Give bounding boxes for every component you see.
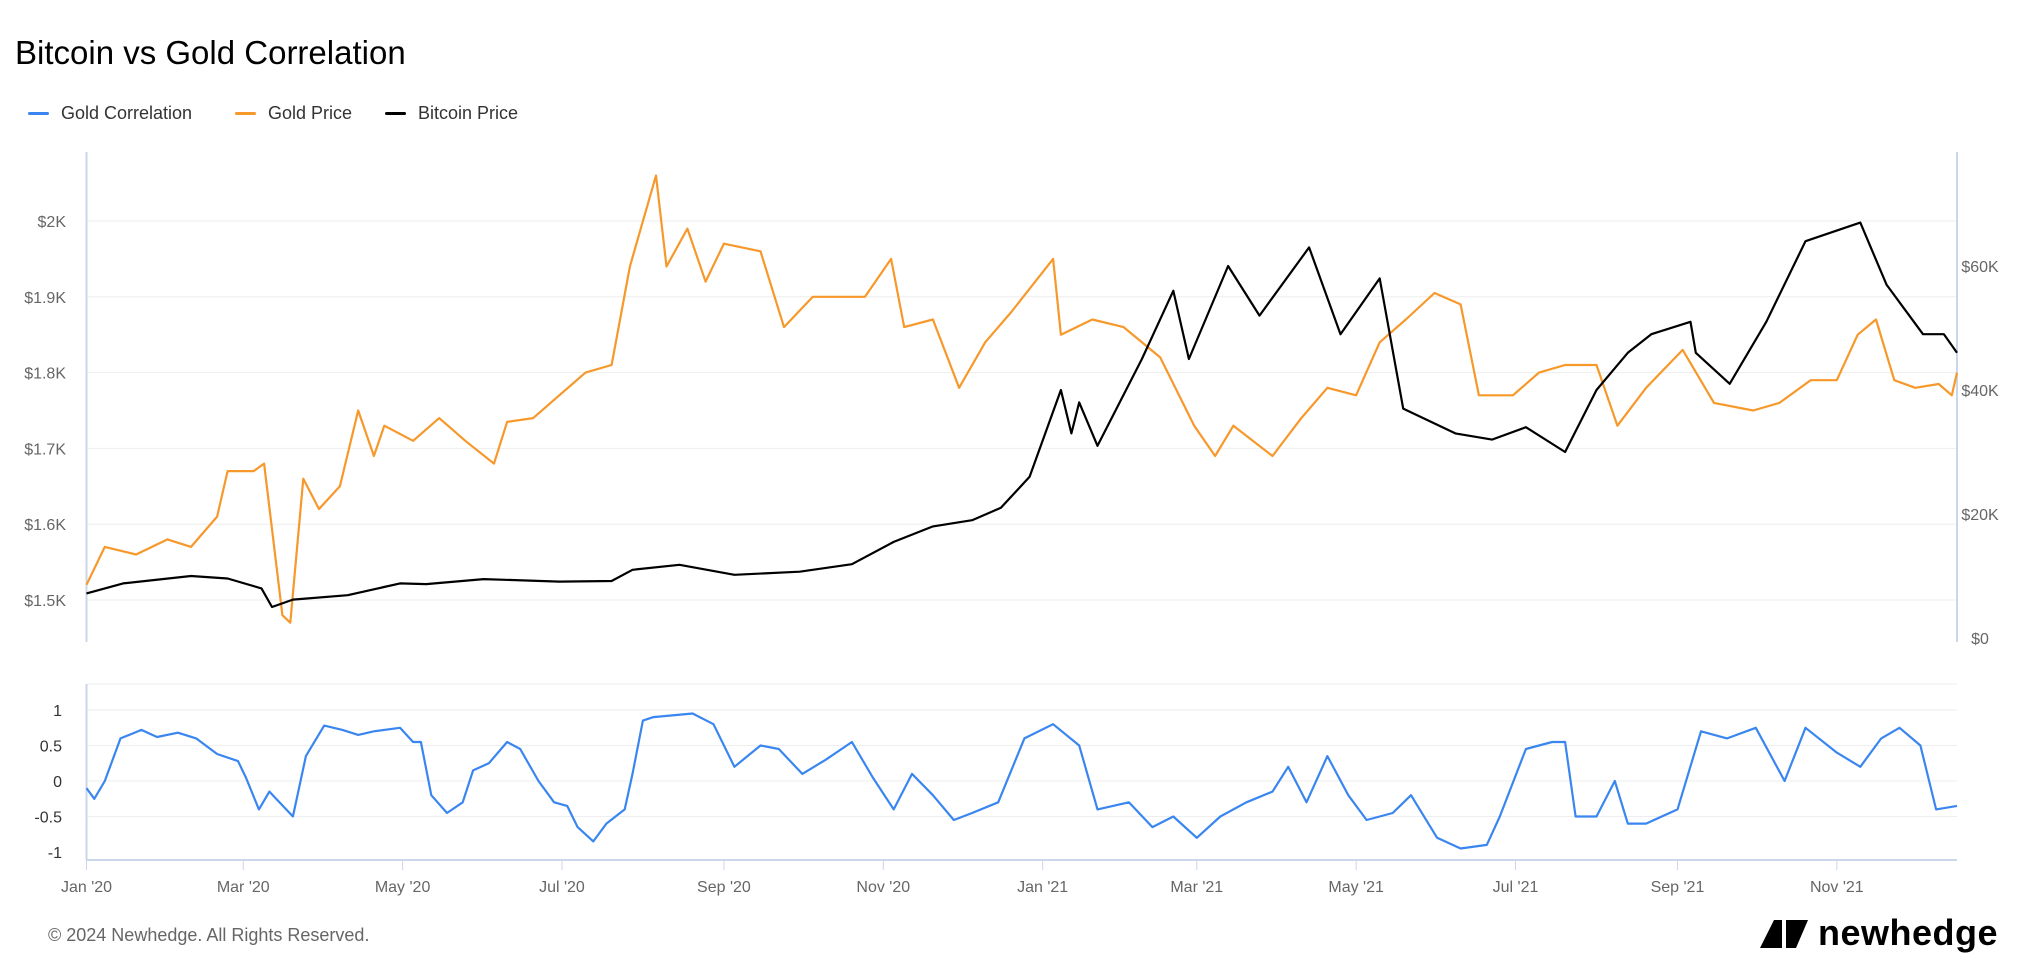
x-axis-tick-label: Nov '20 [856,879,910,896]
corr-axis-tick-label: 1 [53,703,62,720]
x-axis-tick-label: Jan '21 [1017,879,1068,896]
left-axis-tick-label: $1.9K [24,290,66,307]
x-axis-tick-label: Jul '21 [1493,879,1539,896]
legend-label: Gold Price [268,103,353,123]
newhedge-logo[interactable]: newhedge [1760,912,1998,954]
bitcoin-price-line [86,221,1958,609]
legend-line-icon [385,112,406,115]
corr-axis-tick-label: -0.5 [34,810,62,827]
left-axis-tick-label: $1.7K [24,441,66,458]
x-axis-tick-label: Sep '21 [1651,879,1705,896]
x-axis-tick-label: Mar '20 [217,879,270,896]
gold-correlation-line [85,712,1958,850]
page-title: Bitcoin vs Gold Correlation [15,34,406,71]
x-axis-tick-label: Mar '21 [1170,879,1223,896]
legend-label: Bitcoin Price [418,103,519,123]
legend-item-gold-price[interactable]: Gold Price [235,103,352,124]
legend-line-icon [28,112,49,115]
legend-label: Gold Correlation [61,103,193,123]
right-axis-tick-label: $40K [1961,383,1999,400]
corr-axis-tick-label: -1 [48,845,62,862]
left-axis-tick-label: $1.5K [24,593,66,610]
left-axis-tick-label: $1.6K [24,517,66,534]
corr-axis-tick-label: 0.5 [40,739,62,756]
newhedge-logo-icon [1760,920,1808,948]
legend-item-gold-correlation[interactable]: Gold Correlation [28,103,192,124]
x-axis-tick-label: Sep '20 [697,879,751,896]
right-axis-tick-label: $20K [1961,507,1999,524]
left-axis-tick-label: $1.8K [24,366,66,383]
x-axis-tick-label: Nov '21 [1810,879,1864,896]
legend-line-icon [235,112,256,115]
x-axis-tick-label: Jul '20 [539,879,585,896]
right-axis-tick-label: $0 [1971,631,1989,648]
gold-price-line [85,174,1959,624]
x-axis-tick-label: May '21 [1328,879,1384,896]
legend-item-bitcoin-price[interactable]: Bitcoin Price [385,103,518,124]
x-axis-tick-label: May '20 [375,879,431,896]
copyright: © 2024 Newhedge. All Rights Reserved. [48,925,370,945]
x-axis-tick-label: Jan '20 [61,879,112,896]
logo-text: newhedge [1818,912,1999,953]
right-axis-tick-label: $60K [1961,259,1999,276]
corr-axis-tick-label: 0 [53,774,62,791]
left-axis-tick-label: $2K [38,214,67,231]
